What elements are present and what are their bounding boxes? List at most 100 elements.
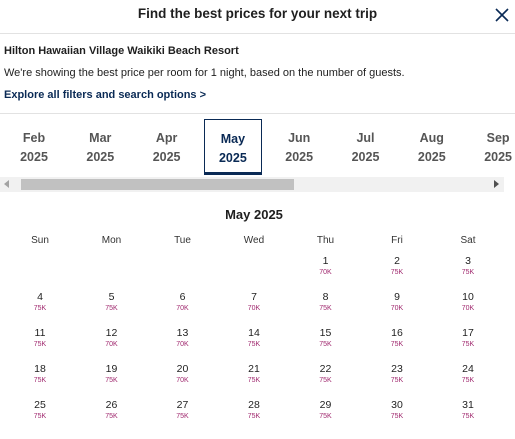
month-tab-may[interactable]: May 2025	[203, 119, 262, 175]
day-number: 18	[34, 363, 46, 375]
chevron-left-icon[interactable]	[4, 180, 9, 188]
calendar-day[interactable]: 26 75K	[92, 399, 132, 420]
month-tab-year: 2025	[152, 150, 181, 164]
month-tab-apr[interactable]: Apr 2025	[138, 119, 196, 175]
weekday-header: Mon	[101, 235, 122, 246]
day-number: 26	[105, 399, 118, 411]
day-number: 2	[394, 255, 400, 267]
calendar-day[interactable]: 30 75K	[377, 399, 417, 420]
scrollbar-thumb[interactable]	[21, 179, 294, 190]
month-tab-feb[interactable]: Feb 2025	[5, 119, 63, 175]
month-tab-jun[interactable]: Jun 2025	[270, 119, 328, 175]
month-tab-year: 2025	[351, 150, 380, 164]
calendar-day[interactable]: 23 75K	[377, 363, 417, 384]
day-number: 22	[319, 363, 332, 375]
calendar-day[interactable]: 15 75K	[306, 327, 346, 348]
day-price: 75K	[247, 341, 261, 348]
calendar-day[interactable]: 31 75K	[448, 399, 488, 420]
calendar-day[interactable]: 28 75K	[234, 399, 274, 420]
calendar-day[interactable]: 21 75K	[234, 363, 274, 384]
day-number: 8	[322, 291, 329, 303]
month-tab-month: Jun	[288, 131, 311, 145]
calendar-day[interactable]: 12 70K	[92, 327, 132, 348]
calendar-day[interactable]: 19 75K	[92, 363, 132, 384]
day-price: 75K	[319, 377, 332, 384]
chevron-right-icon[interactable]	[494, 180, 499, 188]
month-tab-sep[interactable]: Sep 2025	[469, 119, 515, 175]
calendar-day[interactable]: 6 70K	[163, 291, 203, 312]
month-tab-year: 2025	[86, 150, 115, 164]
calendar-day[interactable]: 16 75K	[377, 327, 417, 348]
calendar-day[interactable]: 2 75K	[377, 255, 417, 276]
day-price: 75K	[390, 377, 404, 384]
month-tab-aug[interactable]: Aug 2025	[403, 119, 461, 175]
day-price: 75K	[461, 269, 475, 276]
weekday-header: Thu	[316, 235, 335, 246]
day-price: 75K	[461, 377, 475, 384]
month-tab-year: 2025	[484, 150, 512, 164]
day-price: 70K	[176, 305, 189, 312]
calendar-day[interactable]: 1 70K	[306, 255, 346, 276]
day-number: 4	[37, 291, 43, 303]
day-number: 30	[391, 399, 403, 411]
calendar-day[interactable]: 4 75K	[20, 291, 60, 312]
calendar-day[interactable]: 13 70K	[163, 327, 203, 348]
day-number: 17	[462, 327, 474, 339]
day-number: 14	[248, 327, 260, 339]
day-price: 75K	[390, 341, 404, 348]
day-number: 24	[462, 363, 474, 375]
calendar-day[interactable]: 20 70K	[163, 363, 203, 384]
calendar-day[interactable]: 5 75K	[92, 291, 132, 312]
day-price: 70K	[176, 377, 189, 384]
day-price: 70K	[461, 305, 475, 312]
weekday-header: Sun	[31, 235, 49, 246]
dialog-title: Find the best prices for your next trip	[137, 6, 378, 21]
month-tab-month: Feb	[22, 131, 46, 145]
month-tab-year: 2025	[20, 150, 48, 164]
calendar-day[interactable]: 18 75K	[20, 363, 60, 384]
calendar-day[interactable]: 17 75K	[448, 327, 488, 348]
day-number: 10	[462, 291, 474, 303]
calendar-day[interactable]: 24 75K	[448, 363, 488, 384]
day-price: 75K	[247, 377, 261, 384]
calendar-day[interactable]: 7 70K	[234, 291, 274, 312]
calendar-day[interactable]: 22 75K	[306, 363, 346, 384]
close-icon[interactable]	[493, 6, 511, 24]
calendar-day[interactable]: 25 75K	[20, 399, 60, 420]
calendar-day[interactable]: 11 75K	[20, 327, 60, 348]
day-number: 25	[34, 399, 46, 411]
day-number: 13	[176, 327, 189, 339]
day-price: 75K	[105, 413, 118, 420]
day-price: 75K	[390, 413, 404, 420]
calendar-day[interactable]: 10 70K	[448, 291, 488, 312]
month-tab-mar[interactable]: Mar 2025	[71, 119, 129, 175]
day-price: 75K	[247, 413, 261, 420]
calendar-day[interactable]: 29 75K	[306, 399, 346, 420]
day-price: 70K	[176, 341, 189, 348]
day-number: 7	[251, 291, 257, 303]
day-price: 75K	[176, 413, 189, 420]
day-number: 31	[462, 399, 474, 411]
price-description: We're showing the best price per room fo…	[4, 67, 405, 79]
day-number: 19	[105, 363, 118, 375]
day-price: 70K	[390, 305, 404, 312]
day-price: 75K	[105, 377, 118, 384]
day-number: 12	[105, 327, 118, 339]
day-number: 27	[176, 399, 189, 411]
explore-filters-link[interactable]: Explore all filters and search options >	[4, 89, 207, 101]
calendar-day[interactable]: 9 70K	[377, 291, 417, 312]
month-tab-year: 2025	[285, 150, 314, 164]
close-button[interactable]	[493, 6, 511, 24]
month-tab-jul[interactable]: Jul 2025	[337, 119, 395, 175]
month-tab-year: 2025	[417, 150, 446, 164]
day-price: 75K	[105, 305, 118, 312]
month-scrollbar[interactable]	[0, 177, 504, 192]
day-price: 75K	[319, 413, 332, 420]
calendar-day[interactable]: 14 75K	[234, 327, 274, 348]
day-price: 75K	[319, 341, 332, 348]
day-price: 75K	[461, 413, 475, 420]
calendar-day[interactable]: 3 75K	[448, 255, 488, 276]
calendar-day[interactable]: 27 75K	[163, 399, 203, 420]
calendar-day[interactable]: 8 75K	[306, 291, 346, 312]
day-number: 28	[248, 399, 260, 411]
